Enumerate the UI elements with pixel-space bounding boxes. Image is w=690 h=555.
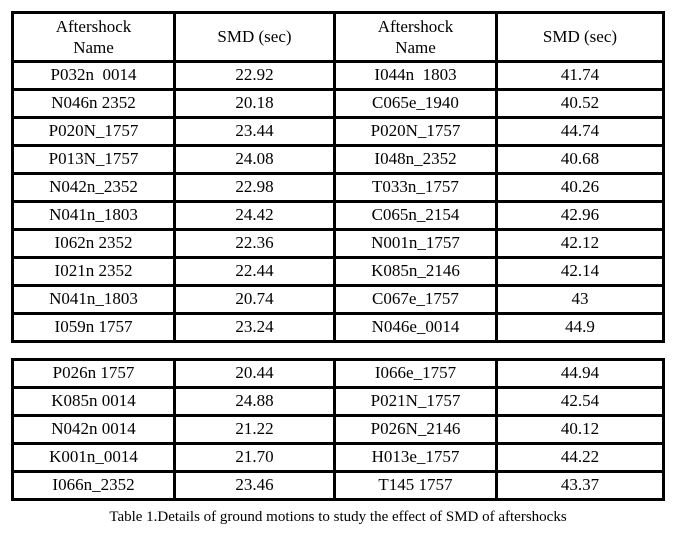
aftershock-name-cell: C065e_1940: [333, 88, 498, 119]
aftershock-name-cell: C065n_2154: [333, 200, 498, 231]
smd-value-cell: 40.26: [495, 172, 665, 203]
smd-value-cell: 23.44: [173, 116, 336, 147]
table-row: P013N_1757 24.08 I048n_2352 40.68: [11, 144, 665, 175]
aftershock-name-cell: N042n 0014: [11, 414, 176, 445]
table-row: I062n 2352 22.36 N001n_1757 42.12: [11, 228, 665, 259]
smd-value-cell: 20.74: [173, 284, 336, 315]
smd-value-cell: 41.74: [495, 60, 665, 91]
smd-value-cell: 22.44: [173, 256, 336, 287]
aftershock-name-header: Aftershock Name: [333, 11, 498, 63]
smd-header: SMD (sec): [495, 11, 665, 63]
smd-value-cell: 43.37: [495, 470, 665, 501]
table-row: I021n 2352 22.44 K085n_2146 42.14: [11, 256, 665, 287]
aftershock-name-cell: T145 1757: [333, 470, 498, 501]
table-row: K001n_0014 21.70 H013e_1757 44.22: [11, 442, 665, 473]
smd-header: SMD (sec): [173, 11, 336, 63]
aftershock-name-cell: N046n 2352: [11, 88, 176, 119]
smd-value-cell: 42.14: [495, 256, 665, 287]
smd-value-cell: 21.22: [173, 414, 336, 445]
table-row: N041n_1803 20.74 C067e_1757 43: [11, 284, 665, 315]
smd-value-cell: 42.96: [495, 200, 665, 231]
smd-value-cell: 40.68: [495, 144, 665, 175]
smd-value-cell: 42.54: [495, 386, 665, 417]
smd-value-cell: 44.9: [495, 312, 665, 343]
aftershock-name-cell: N001n_1757: [333, 228, 498, 259]
table-row: N042n 0014 21.22 P026N_2146 40.12: [11, 414, 665, 445]
aftershock-name-cell: I062n 2352: [11, 228, 176, 259]
smd-value-cell: 42.12: [495, 228, 665, 259]
smd-value-cell: 44.22: [495, 442, 665, 473]
table-row: P032n 0014 22.92 I044n 1803 41.74: [11, 60, 665, 91]
smd-value-cell: 20.18: [173, 88, 336, 119]
aftershock-name-cell: P021N_1757: [333, 386, 498, 417]
aftershock-table-upper: Aftershock Name SMD (sec) Aftershock Name S…: [11, 11, 665, 343]
header-row: Aftershock Name SMD (sec) Aftershock Name S…: [11, 11, 665, 63]
aftershock-name-cell: I066e_1757: [333, 358, 498, 389]
smd-value-cell: 21.70: [173, 442, 336, 473]
smd-value-cell: 23.46: [173, 470, 336, 501]
aftershock-name-cell: I021n 2352: [11, 256, 176, 287]
aftershock-name-cell: N041n_1803: [11, 284, 176, 315]
aftershock-name-cell: P032n 0014: [11, 60, 176, 91]
aftershock-name-header: Aftershock Name: [11, 11, 176, 63]
table-row: I059n 1757 23.24 N046e_0014 44.9: [11, 312, 665, 343]
aftershock-name-cell: I066n_2352: [11, 470, 176, 501]
smd-value-cell: 20.44: [173, 358, 336, 389]
aftershock-name-cell: H013e_1757: [333, 442, 498, 473]
aftershock-name-cell: K085n_2146: [333, 256, 498, 287]
aftershock-name-cell: P013N_1757: [11, 144, 176, 175]
aftershock-name-cell: K001n_0014: [11, 442, 176, 473]
aftershock-name-cell: N041n_1803: [11, 200, 176, 231]
aftershock-name-cell: P026N_2146: [333, 414, 498, 445]
aftershock-name-cell: I044n 1803: [333, 60, 498, 91]
smd-value-cell: 23.24: [173, 312, 336, 343]
aftershock-name-cell: P020N_1757: [333, 116, 498, 147]
table-row: K085n 0014 24.88 P021N_1757 42.54: [11, 386, 665, 417]
smd-value-cell: 44.94: [495, 358, 665, 389]
aftershock-name-cell: P026n 1757: [11, 358, 176, 389]
aftershock-name-cell: N042n_2352: [11, 172, 176, 203]
smd-value-cell: 40.12: [495, 414, 665, 445]
aftershock-table-lower: P026n 1757 20.44 I066e_1757 44.94 K085n 0014…: [11, 358, 665, 501]
smd-value-cell: 24.88: [173, 386, 336, 417]
aftershock-name-cell: T033n_1757: [333, 172, 498, 203]
smd-value-cell: 24.42: [173, 200, 336, 231]
smd-value-cell: 22.92: [173, 60, 336, 91]
smd-value-cell: 44.74: [495, 116, 665, 147]
table-row: P020N_1757 23.44 P020N_1757 44.74: [11, 116, 665, 147]
smd-value-cell: 22.36: [173, 228, 336, 259]
table-row: N041n_1803 24.42 C065n_2154 42.96: [11, 200, 665, 231]
aftershock-name-cell: C067e_1757: [333, 284, 498, 315]
aftershock-name-cell: N046e_0014: [333, 312, 498, 343]
smd-value-cell: 22.98: [173, 172, 336, 203]
aftershock-name-cell: I048n_2352: [333, 144, 498, 175]
smd-value-cell: 43: [495, 284, 665, 315]
table-row: P026n 1757 20.44 I066e_1757 44.94: [11, 358, 665, 389]
smd-value-cell: 40.52: [495, 88, 665, 119]
table-caption: Table 1.Details of ground motions to stu…: [109, 509, 567, 525]
table-row: I066n_2352 23.46 T145 1757 43.37: [11, 470, 665, 501]
smd-value-cell: 24.08: [173, 144, 336, 175]
aftershock-name-cell: P020N_1757: [11, 116, 176, 147]
table-row: N042n_2352 22.98 T033n_1757 40.26: [11, 172, 665, 203]
table-row: N046n 2352 20.18 C065e_1940 40.52: [11, 88, 665, 119]
aftershock-name-cell: I059n 1757: [11, 312, 176, 343]
aftershock-name-cell: K085n 0014: [11, 386, 176, 417]
